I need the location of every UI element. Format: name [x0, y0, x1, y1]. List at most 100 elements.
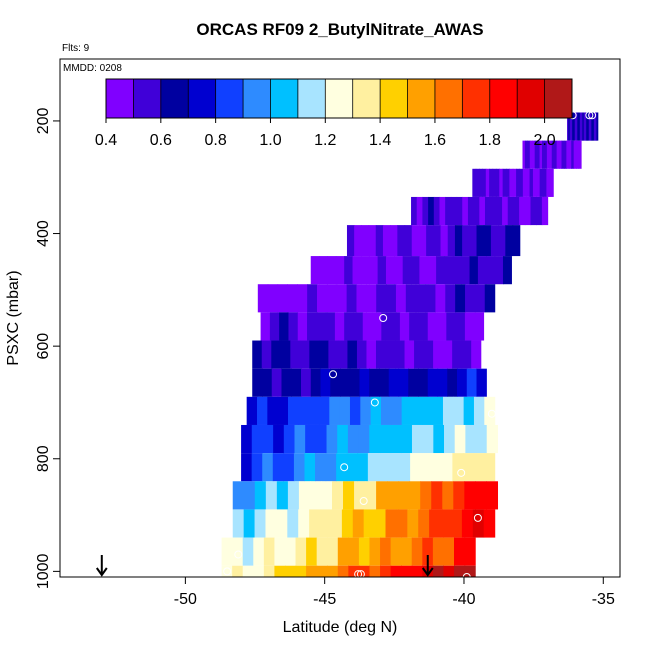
- curtain-cell: [543, 168, 547, 197]
- curtain-cell: [499, 168, 504, 197]
- curtain-cell: [446, 312, 457, 341]
- curtain-cell: [462, 225, 470, 257]
- curtain-cell: [307, 312, 317, 341]
- curtain-cell: [539, 168, 544, 197]
- curtain-cell: [298, 481, 311, 510]
- curtain-cell: [420, 453, 432, 482]
- curtain-cell: [570, 112, 573, 141]
- curtain-cell: [584, 112, 587, 141]
- curtain-cell: [380, 396, 392, 425]
- curtain-cell: [484, 196, 492, 226]
- curtain-cell: [506, 168, 510, 197]
- curtain-cell: [442, 396, 454, 425]
- x-tick-label: -40: [452, 591, 475, 608]
- curtain-cell: [360, 256, 370, 285]
- curtain-cell: [415, 284, 427, 313]
- curtain-cell: [532, 168, 537, 197]
- curtain-cell: [327, 256, 337, 285]
- curtain-cell: [401, 565, 413, 577]
- curtain-band: [241, 424, 499, 454]
- curtain-cell: [502, 256, 512, 285]
- curtain-cell: [297, 284, 308, 313]
- curtain-cell: [591, 112, 594, 141]
- x-tick-label: -35: [592, 591, 615, 608]
- curtain-cell: [309, 340, 320, 369]
- curtain-cell: [471, 340, 482, 369]
- curtain-cell: [251, 424, 264, 454]
- colorbar-segment: [243, 79, 271, 118]
- curtain-cell: [309, 509, 321, 538]
- curtain-cell: [454, 537, 466, 566]
- curtain-cell: [360, 396, 372, 425]
- curtain-cell: [536, 168, 541, 197]
- colorbar-segment: [297, 79, 326, 118]
- curtain-cell: [320, 509, 332, 538]
- x-axis-label: Latitude (deg N): [283, 619, 398, 636]
- curtain-cell: [336, 284, 348, 313]
- curtain-cell: [330, 368, 341, 397]
- curtain-cell: [295, 537, 307, 566]
- flights-label: Flts: 9: [62, 43, 90, 54]
- curtain-cell: [257, 396, 268, 425]
- curtain-cell: [433, 424, 445, 454]
- curtain-cell: [427, 256, 437, 285]
- curtain-cell: [390, 537, 402, 566]
- curtain-cell: [254, 481, 267, 510]
- curtain-cell: [398, 481, 410, 510]
- curtain-cell: [586, 112, 589, 141]
- curtain-cell: [390, 565, 402, 577]
- colorbar-tick-label: 1.0: [259, 132, 281, 149]
- curtain-cell: [439, 196, 446, 226]
- sample-point: [354, 570, 363, 577]
- curtain-cell: [578, 112, 581, 141]
- curtain-cell: [387, 481, 399, 510]
- curtain-band: [260, 312, 485, 341]
- curtain-cell: [265, 509, 277, 538]
- curtain-cell: [359, 368, 370, 397]
- curtain-cell: [356, 284, 367, 313]
- curtain-cell: [502, 168, 507, 197]
- curtain-cell: [326, 424, 338, 454]
- curtain-cell: [267, 284, 279, 313]
- curtain-cell: [243, 481, 256, 510]
- curtain-cell: [447, 368, 458, 397]
- curtain-cell: [309, 481, 322, 510]
- curtain-cell: [401, 537, 413, 566]
- curtain-cell: [344, 312, 355, 341]
- curtain-cell: [422, 537, 434, 566]
- sample-point: [370, 398, 379, 407]
- curtain-cell: [273, 424, 285, 454]
- curtain-cell: [337, 537, 349, 566]
- curtain-cell: [476, 225, 485, 257]
- curtain-cell: [427, 312, 438, 341]
- curtain-cell: [357, 453, 369, 482]
- curtain-cell: [265, 481, 278, 510]
- curtain-cell: [551, 140, 555, 169]
- curtain-cell: [411, 396, 423, 425]
- curtain-cell: [337, 424, 349, 454]
- curtain-cell: [246, 396, 258, 425]
- curtain-cell: [452, 340, 463, 369]
- curtain-cell: [330, 509, 343, 538]
- curtain-cell: [495, 168, 500, 197]
- curtain-cell: [522, 140, 526, 169]
- curtain-band: [221, 537, 476, 566]
- curtain-cell: [397, 225, 406, 257]
- curtain-cell: [401, 424, 413, 454]
- curtain-cell: [577, 112, 580, 141]
- curtain-cell: [241, 453, 253, 482]
- curtain-band: [232, 481, 499, 510]
- curtain-cell: [295, 565, 307, 577]
- curtain-band: [232, 509, 496, 538]
- curtain-cell: [294, 424, 306, 454]
- curtain-cell: [541, 140, 546, 169]
- curtain-cell: [352, 256, 362, 285]
- curtain-cell: [442, 481, 454, 510]
- curtain-cell: [283, 424, 296, 454]
- curtain-cell: [419, 256, 429, 285]
- x-tick-label: -45: [313, 591, 336, 608]
- curtain-cell: [271, 368, 283, 397]
- curtain-cell: [450, 509, 463, 538]
- curtain-cell: [318, 340, 329, 369]
- curtain-cell: [464, 565, 476, 577]
